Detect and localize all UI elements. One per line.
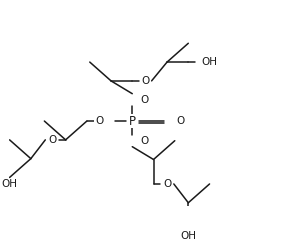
Text: O: O	[140, 136, 148, 146]
Text: OH: OH	[180, 231, 196, 239]
Text: O: O	[95, 116, 103, 126]
Text: O: O	[48, 135, 56, 145]
Text: O: O	[177, 116, 185, 126]
Text: O: O	[140, 95, 148, 105]
Text: OH: OH	[1, 179, 18, 189]
Text: O: O	[163, 179, 171, 189]
Text: P: P	[129, 114, 136, 128]
Text: O: O	[142, 76, 150, 86]
Text: OH: OH	[202, 57, 218, 67]
